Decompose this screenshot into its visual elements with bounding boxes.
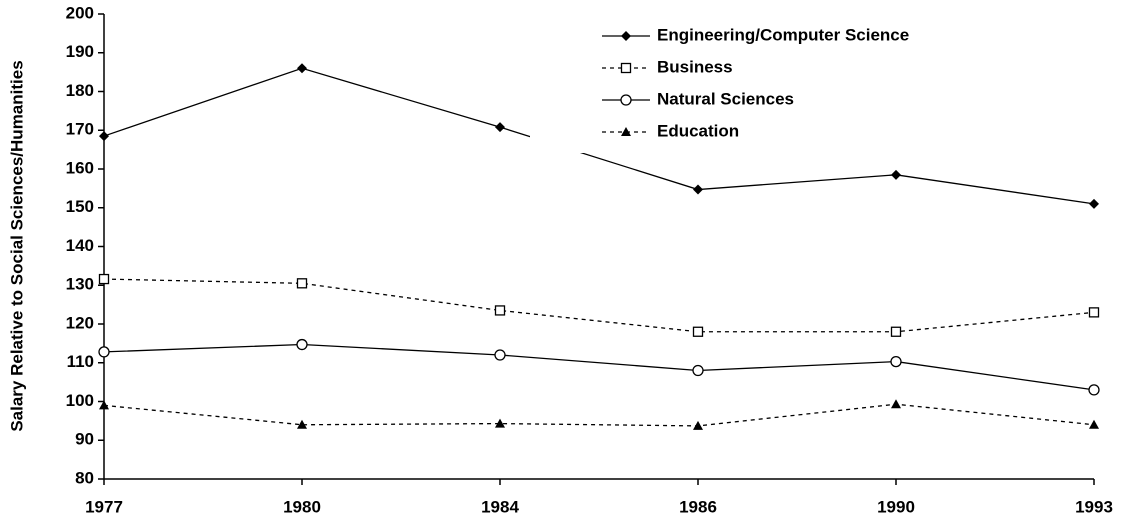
series-line: [103, 67, 1095, 205]
marker: [891, 169, 901, 180]
y-tick-label: 150: [66, 197, 94, 216]
marker: [891, 399, 901, 409]
y-tick-label: 100: [66, 391, 94, 410]
marker: [1088, 384, 1100, 396]
marker: [495, 122, 505, 133]
marker: [98, 346, 110, 358]
legend-label: Business: [657, 57, 733, 76]
marker: [693, 420, 703, 430]
marker: [693, 184, 703, 195]
marker: [494, 349, 506, 361]
marker: [620, 62, 632, 74]
y-tick-label: 130: [66, 275, 94, 294]
marker: [692, 326, 704, 337]
marker: [494, 305, 506, 316]
marker: [296, 278, 308, 289]
y-tick-label: 160: [66, 158, 94, 177]
marker: [890, 326, 902, 337]
marker: [296, 338, 308, 351]
x-tick-label: 1980: [283, 497, 321, 516]
y-tick-label: 200: [66, 3, 94, 22]
x-tick-label: 1984: [481, 497, 519, 516]
series-line: [103, 278, 1095, 333]
legend-label: Engineering/Computer Science: [657, 25, 909, 44]
marker: [1089, 198, 1099, 209]
marker: [495, 418, 505, 428]
x-tick-label: 1986: [679, 497, 717, 516]
legend: Engineering/Computer Science Business Natu…: [530, 18, 1000, 153]
legend-box: [530, 18, 1000, 153]
x-tick-label: 1977: [85, 497, 123, 516]
x-tick-label: 1993: [1075, 497, 1113, 516]
marker: [1089, 419, 1099, 429]
marker: [620, 94, 632, 106]
marker: [621, 127, 631, 136]
legend-label: Education: [657, 121, 739, 140]
y-tick-label: 180: [66, 81, 94, 100]
y-tick-label: 170: [66, 120, 94, 139]
marker: [1088, 307, 1100, 318]
series-line: [103, 403, 1095, 427]
y-tick-label: 120: [66, 313, 94, 332]
y-tick-label: 110: [67, 352, 94, 371]
legend-label: Natural Sciences: [657, 89, 794, 108]
y-tick-label: 190: [66, 42, 94, 61]
y-tick-label: 80: [75, 468, 94, 487]
marker: [99, 131, 109, 142]
y-tick-label: 140: [66, 236, 94, 255]
y-tick-label: 90: [75, 430, 94, 449]
marker: [621, 31, 631, 41]
x-tick-label: 1990: [877, 497, 915, 516]
marker: [99, 400, 109, 410]
y-axis-label: Salary Relative to Social Sciences/Human…: [7, 60, 26, 431]
marker: [297, 419, 307, 429]
marker: [890, 355, 902, 368]
marker: [98, 273, 110, 285]
series-line: [103, 343, 1095, 391]
marker: [692, 364, 704, 377]
marker: [297, 63, 307, 74]
